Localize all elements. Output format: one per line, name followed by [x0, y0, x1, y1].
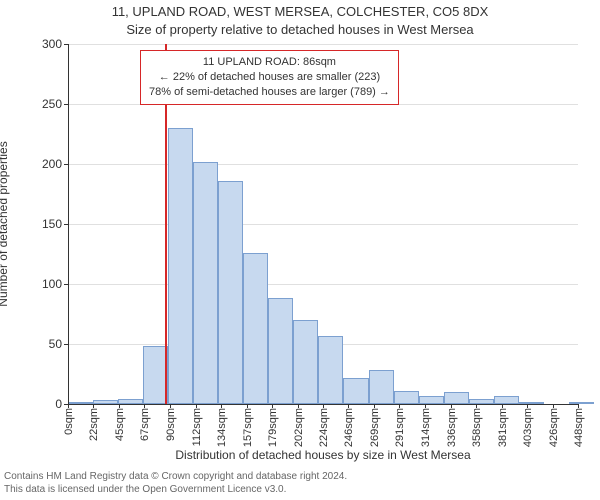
xtick-label: 336sqm [446, 408, 458, 447]
xtick-label: 314sqm [420, 408, 432, 447]
xtick-label: 0sqm [63, 408, 75, 435]
xtick-mark [272, 404, 273, 408]
histogram-bar [243, 253, 268, 404]
histogram-bar [318, 336, 343, 404]
xtick-mark [374, 404, 375, 408]
xtick-mark [578, 404, 579, 408]
xtick-mark [348, 404, 349, 408]
gridline [68, 164, 578, 165]
histogram-bar [293, 320, 318, 404]
xtick-mark [196, 404, 197, 408]
xtick-mark [221, 404, 222, 408]
histogram-bar [343, 378, 368, 404]
xtick-mark [170, 404, 171, 408]
histogram-bar [394, 391, 419, 404]
xtick-label: 202sqm [293, 408, 305, 447]
histogram-bar [494, 396, 519, 404]
histogram-bar [218, 181, 243, 404]
footer-attribution: Contains HM Land Registry data © Crown c… [4, 471, 347, 496]
xtick-label: 246sqm [343, 408, 355, 447]
histogram-bar [193, 162, 218, 404]
y-axis-line [68, 44, 69, 404]
chart-root: 11, UPLAND ROAD, WEST MERSEA, COLCHESTER… [0, 0, 600, 500]
info-line-1: 11 UPLAND ROAD: 86sqm [149, 55, 390, 70]
xtick-label: 134sqm [216, 408, 228, 447]
xtick-label: 67sqm [139, 408, 151, 441]
xtick-label: 426sqm [548, 408, 560, 447]
ytick-label: 150 [12, 217, 62, 231]
ytick-label: 100 [12, 277, 62, 291]
chart-title: 11, UPLAND ROAD, WEST MERSEA, COLCHESTER… [0, 4, 600, 19]
xtick-mark [93, 404, 94, 408]
xtick-label: 358sqm [471, 408, 483, 447]
xtick-label: 90sqm [165, 408, 177, 441]
gridline [68, 224, 578, 225]
y-axis-title: Number of detached properties [0, 141, 10, 306]
histogram-bar [268, 298, 293, 404]
xtick-mark [451, 404, 452, 408]
xtick-label: 112sqm [191, 408, 203, 446]
ytick-label: 0 [12, 397, 62, 411]
xtick-label: 403sqm [522, 408, 534, 447]
ytick-label: 200 [12, 157, 62, 171]
xtick-label: 291sqm [394, 408, 406, 447]
xtick-mark [323, 404, 324, 408]
xtick-label: 269sqm [369, 408, 381, 447]
ytick-label: 300 [12, 37, 62, 51]
xtick-mark [119, 404, 120, 408]
footer-line-2: This data is licensed under the Open Gov… [4, 484, 347, 497]
xtick-label: 179sqm [267, 408, 279, 447]
xtick-label: 224sqm [318, 408, 330, 447]
xtick-mark [425, 404, 426, 408]
xtick-label: 381sqm [497, 408, 509, 447]
xtick-mark [144, 404, 145, 408]
xtick-label: 448sqm [573, 408, 585, 447]
xtick-mark [247, 404, 248, 408]
histogram-bar [444, 392, 469, 404]
xtick-mark [502, 404, 503, 408]
xtick-label: 157sqm [242, 408, 254, 447]
xtick-mark [399, 404, 400, 408]
histogram-bar [419, 396, 444, 404]
xtick-mark [527, 404, 528, 408]
gridline [68, 284, 578, 285]
xtick-label: 45sqm [114, 408, 126, 441]
info-box: 11 UPLAND ROAD: 86sqm ← 22% of detached … [140, 50, 399, 105]
chart-subtitle: Size of property relative to detached ho… [0, 22, 600, 37]
xtick-mark [298, 404, 299, 408]
footer-line-1: Contains HM Land Registry data © Crown c… [4, 471, 347, 484]
ytick-label: 250 [12, 97, 62, 111]
xtick-mark [476, 404, 477, 408]
ytick-label: 50 [12, 337, 62, 351]
info-line-2: ← 22% of detached houses are smaller (22… [149, 70, 390, 85]
histogram-bar [369, 370, 394, 404]
x-axis-title: Distribution of detached houses by size … [68, 448, 578, 462]
xtick-label: 22sqm [88, 408, 100, 441]
histogram-bar [168, 128, 193, 404]
xtick-mark [68, 404, 69, 408]
gridline [68, 44, 578, 45]
info-line-3: 78% of semi-detached houses are larger (… [149, 85, 390, 100]
xtick-mark [553, 404, 554, 408]
